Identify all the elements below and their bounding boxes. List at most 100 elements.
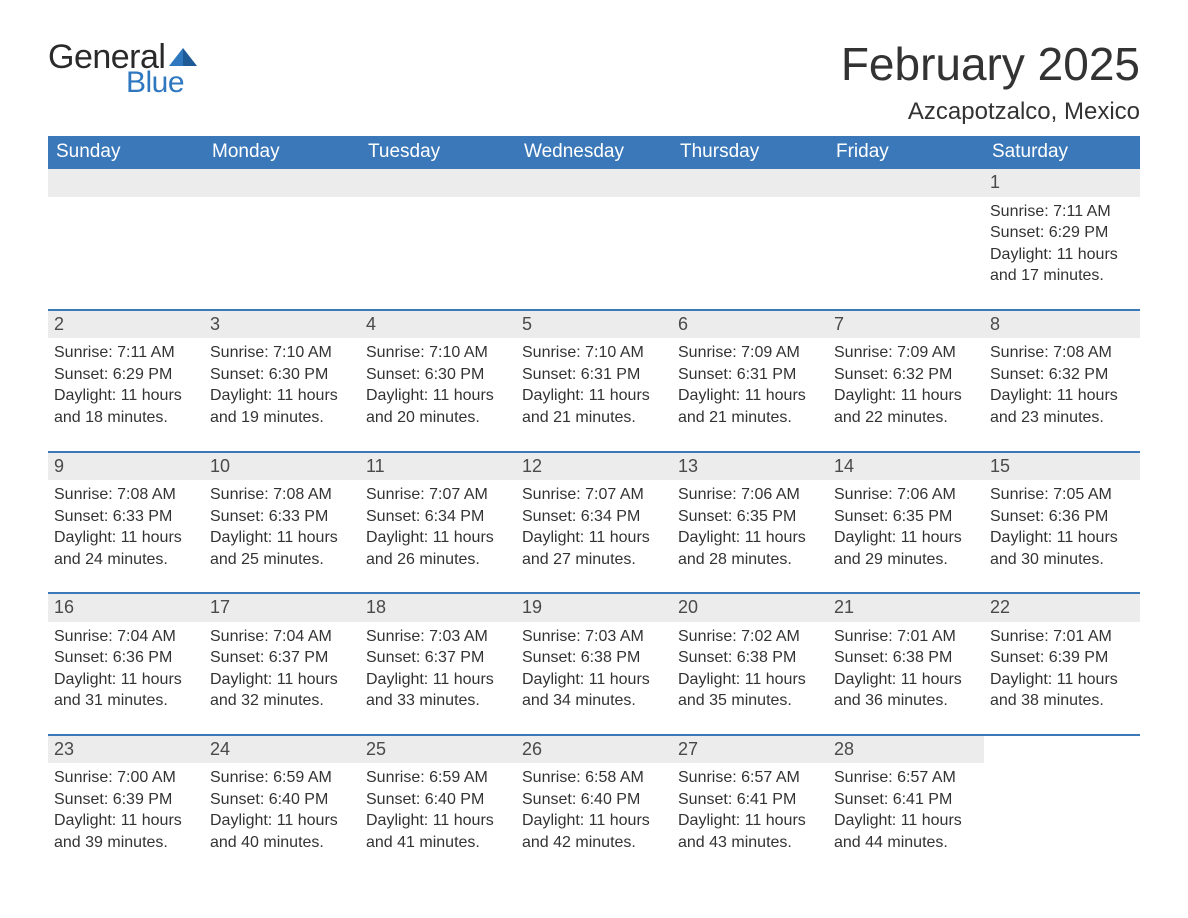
dl2-line: and 30 minutes. [990, 549, 1134, 571]
day-cell: 6Sunrise: 7:09 AMSunset: 6:31 PMDaylight… [672, 311, 828, 429]
weekday-header: Wednesday [516, 136, 672, 169]
empty-cell [48, 169, 204, 287]
day-number: 15 [984, 453, 1140, 480]
dl2-line: and 41 minutes. [366, 832, 510, 854]
weekday-header-row: Sunday Monday Tuesday Wednesday Thursday… [48, 136, 1140, 169]
sunset-line: Sunset: 6:37 PM [210, 647, 354, 669]
dl2-line: and 26 minutes. [366, 549, 510, 571]
sunrise-line: Sunrise: 7:11 AM [54, 342, 198, 364]
dl2-line: and 17 minutes. [990, 265, 1134, 287]
dl1-line: Daylight: 11 hours [834, 810, 978, 832]
empty-cell [984, 736, 1140, 854]
dl1-line: Daylight: 11 hours [990, 669, 1134, 691]
sunset-line: Sunset: 6:37 PM [366, 647, 510, 669]
sunset-line: Sunset: 6:35 PM [834, 506, 978, 528]
sunset-line: Sunset: 6:32 PM [990, 364, 1134, 386]
day-number: 1 [984, 169, 1140, 196]
sunset-line: Sunset: 6:31 PM [678, 364, 822, 386]
sunset-line: Sunset: 6:30 PM [366, 364, 510, 386]
day-info: Sunrise: 7:00 AMSunset: 6:39 PMDaylight:… [50, 767, 198, 853]
weekday-header: Sunday [48, 136, 204, 169]
sunset-line: Sunset: 6:33 PM [210, 506, 354, 528]
dl2-line: and 21 minutes. [522, 407, 666, 429]
day-cell: 17Sunrise: 7:04 AMSunset: 6:37 PMDayligh… [204, 594, 360, 712]
sunrise-line: Sunrise: 7:05 AM [990, 484, 1134, 506]
dl1-line: Daylight: 11 hours [210, 810, 354, 832]
day-cell: 4Sunrise: 7:10 AMSunset: 6:30 PMDaylight… [360, 311, 516, 429]
day-number: 7 [828, 311, 984, 338]
day-info: Sunrise: 7:09 AMSunset: 6:31 PMDaylight:… [674, 342, 822, 428]
day-cell: 18 Sunrise: 7:03 AMSunset: 6:37 PMDayligh… [360, 594, 516, 712]
day-cell: 9Sunrise: 7:08 AMSunset: 6:33 PMDaylight… [48, 453, 204, 571]
sunset-line: Sunset: 6:32 PM [834, 364, 978, 386]
dl1-line: Daylight: 11 hours [990, 244, 1134, 266]
dl2-line: and 40 minutes. [210, 832, 354, 854]
day-info: Sunrise: 7:02 AMSunset: 6:38 PMDaylight:… [674, 626, 822, 712]
dl2-line: and 21 minutes. [678, 407, 822, 429]
day-number: 8 [984, 311, 1140, 338]
calendar: Sunday Monday Tuesday Wednesday Thursday… [48, 136, 1140, 853]
weekday-header: Thursday [672, 136, 828, 169]
day-number: 27 [672, 736, 828, 763]
sunset-line: Sunset: 6:34 PM [366, 506, 510, 528]
day-number: 14 [828, 453, 984, 480]
dl1-line: Daylight: 11 hours [366, 527, 510, 549]
sunrise-line: Sunrise: 7:06 AM [678, 484, 822, 506]
day-cell: 5Sunrise: 7:10 AMSunset: 6:31 PMDaylight… [516, 311, 672, 429]
sunset-line: Sunset: 6:30 PM [210, 364, 354, 386]
day-number: 10 [204, 453, 360, 480]
sunset-line: Sunset: 6:40 PM [366, 789, 510, 811]
day-cell: 14Sunrise: 7:06 AMSunset: 6:35 PMDayligh… [828, 453, 984, 571]
dl1-line: Daylight: 11 hours [678, 669, 822, 691]
sunrise-line: Sunrise: 6:58 AM [522, 767, 666, 789]
brand-triangle-icon [169, 48, 197, 68]
sunset-line: Sunset: 6:36 PM [990, 506, 1134, 528]
day-info: Sunrise: 6:59 AMSunset: 6:40 PMDaylight:… [362, 767, 510, 853]
day-info: Sunrise: 7:06 AMSunset: 6:35 PMDaylight:… [674, 484, 822, 570]
day-number: 24 [204, 736, 360, 763]
dl1-line: Daylight: 11 hours [834, 669, 978, 691]
sunrise-line: Sunrise: 7:00 AM [54, 767, 198, 789]
dl2-line: and 18 minutes. [54, 407, 198, 429]
day-number: 22 [984, 594, 1140, 621]
day-number [516, 169, 672, 196]
day-info: Sunrise: 7:11 AMSunset: 6:29 PMDaylight:… [50, 342, 198, 428]
empty-cell [204, 169, 360, 287]
sunrise-line: Sunrise: 7:08 AM [54, 484, 198, 506]
sunrise-line: Sunrise: 7:10 AM [366, 342, 510, 364]
day-number: 18 [360, 594, 516, 621]
dl1-line: Daylight: 11 hours [834, 385, 978, 407]
sunrise-line: Sunrise: 7:03 AM [366, 626, 510, 648]
day-cell: 15 Sunrise: 7:05 AMSunset: 6:36 PMDayligh… [984, 453, 1140, 571]
day-cell: 25Sunrise: 6:59 AMSunset: 6:40 PMDayligh… [360, 736, 516, 854]
dl1-line: Daylight: 11 hours [990, 385, 1134, 407]
day-number: 23 [48, 736, 204, 763]
dl1-line: Daylight: 11 hours [54, 669, 198, 691]
sunrise-line: Sunrise: 6:59 AM [366, 767, 510, 789]
day-cell: 24Sunrise: 6:59 AMSunset: 6:40 PMDayligh… [204, 736, 360, 854]
sunset-line: Sunset: 6:39 PM [54, 789, 198, 811]
dl2-line: and 24 minutes. [54, 549, 198, 571]
sunrise-line: Sunrise: 7:04 AM [54, 626, 198, 648]
sunrise-line: Sunrise: 7:02 AM [678, 626, 822, 648]
day-cell: 11Sunrise: 7:07 AMSunset: 6:34 PMDayligh… [360, 453, 516, 571]
day-info: Sunrise: 7:05 AMSunset: 6:36 PMDaylight:… [986, 484, 1134, 570]
day-number [672, 169, 828, 196]
day-info: Sunrise: 7:04 AMSunset: 6:36 PMDaylight:… [50, 626, 198, 712]
dl2-line: and 34 minutes. [522, 690, 666, 712]
week-row: 16Sunrise: 7:04 AMSunset: 6:36 PMDayligh… [48, 592, 1140, 712]
brand-logo: General Blue [48, 40, 197, 98]
sunrise-line: Sunrise: 6:57 AM [834, 767, 978, 789]
day-number: 21 [828, 594, 984, 621]
dl2-line: and 29 minutes. [834, 549, 978, 571]
dl1-line: Daylight: 11 hours [678, 385, 822, 407]
weekday-header: Monday [204, 136, 360, 169]
dl1-line: Daylight: 11 hours [366, 669, 510, 691]
dl1-line: Daylight: 11 hours [210, 669, 354, 691]
weekday-header: Saturday [984, 136, 1140, 169]
day-cell: 28Sunrise: 6:57 AMSunset: 6:41 PMDayligh… [828, 736, 984, 854]
dl2-line: and 31 minutes. [54, 690, 198, 712]
day-number: 19 [516, 594, 672, 621]
day-info: Sunrise: 7:08 AMSunset: 6:33 PMDaylight:… [206, 484, 354, 570]
sunrise-line: Sunrise: 7:04 AM [210, 626, 354, 648]
